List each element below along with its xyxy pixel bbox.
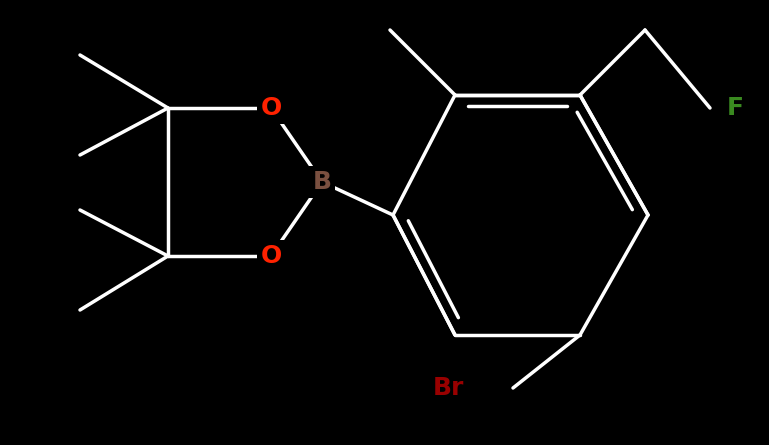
Text: F: F (727, 96, 744, 120)
Text: O: O (261, 96, 281, 120)
Text: B: B (312, 170, 331, 194)
Text: O: O (261, 244, 281, 268)
Text: Br: Br (432, 376, 464, 400)
